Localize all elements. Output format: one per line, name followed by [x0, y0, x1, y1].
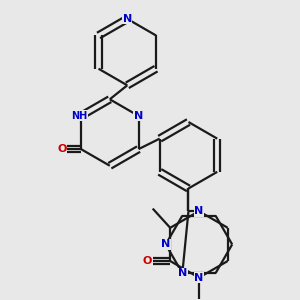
Text: O: O	[57, 144, 67, 154]
Text: N: N	[194, 206, 204, 216]
Text: N: N	[178, 268, 187, 278]
Text: O: O	[143, 256, 152, 266]
Text: N: N	[134, 111, 143, 121]
Text: NH: NH	[71, 111, 87, 121]
Text: N: N	[194, 273, 204, 283]
Text: N: N	[123, 14, 132, 24]
Text: N: N	[161, 239, 170, 249]
